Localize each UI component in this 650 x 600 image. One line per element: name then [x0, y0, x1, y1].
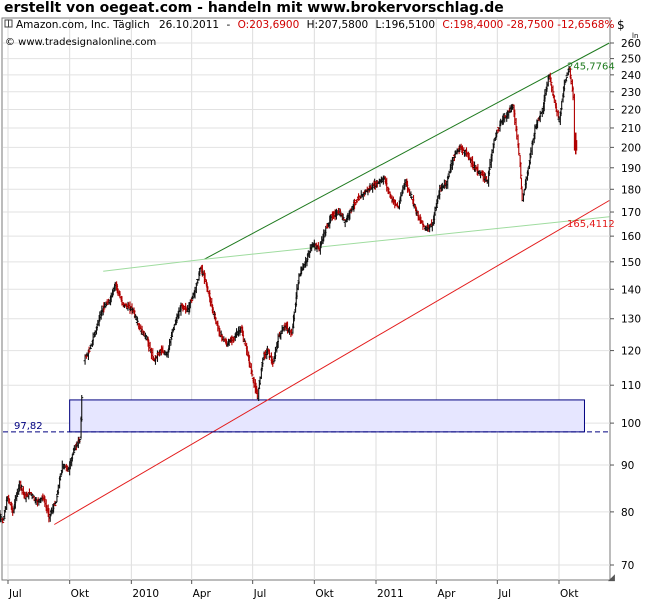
scroll-corner: ◢: [608, 573, 615, 583]
price-zones: [69, 399, 585, 433]
header-low: L:196,5100: [376, 19, 436, 31]
y-tick-label: 70: [621, 560, 634, 572]
x-tick-label: Jul: [253, 588, 267, 600]
currency-symbol: $: [617, 18, 625, 32]
header-date: 26.10.2011: [159, 19, 219, 31]
x-tick-label: Okt: [560, 588, 578, 600]
y-tick-label: 190: [621, 163, 641, 175]
svg-text:Amazon.com, Inc. Täglich: Amazon.com, Inc. Täglich 26.10.2011 - O:…: [16, 19, 614, 31]
upper-trend-label: 245,7764: [567, 61, 615, 72]
header-instrument: Amazon.com, Inc. Täglich: [16, 19, 150, 31]
trendline: [204, 42, 610, 260]
y-tick-label: 120: [621, 346, 641, 358]
support-zone: [69, 399, 585, 433]
y-tick-label: 90: [621, 460, 634, 472]
horizontal-lines: 97,82: [3, 421, 610, 433]
y-tick-label: 100: [621, 418, 641, 430]
x-tick-label: Apr: [193, 588, 212, 600]
y-tick-label: 210: [621, 123, 641, 135]
x-tick-label: Jul: [497, 588, 511, 600]
trendline: [103, 216, 610, 272]
y-tick-label: 260: [621, 38, 641, 50]
y-tick-label: 140: [621, 284, 641, 296]
y-gridlines: [3, 42, 610, 566]
plot-frame: [1, 17, 611, 581]
x-tick-label: Okt: [315, 588, 333, 600]
y-tick-label: 130: [621, 314, 641, 326]
x-tick-label: 2010: [132, 588, 159, 600]
y-tick-label: 180: [621, 184, 641, 196]
x-tick-label: 2011: [377, 588, 404, 600]
header-close-change: C:198,4000 -28,7500 -12,6568%: [442, 19, 614, 31]
x-tick-label: Okt: [71, 588, 89, 600]
y-tick-label: 110: [621, 380, 641, 392]
y-tick-label: 200: [621, 142, 641, 154]
x-axis: Jul Okt 2010 Apr Jul Okt 2011 Apr Jul Okt: [7, 580, 578, 600]
x-tick-label: Apr: [437, 588, 456, 600]
last-price-body: [574, 140, 578, 151]
x-tick-label: Jul: [8, 588, 22, 600]
trendlines: 245,7764 165,4112: [54, 42, 615, 525]
header-row: Amazon.com, Inc. Täglich 26.10.2011 - O:…: [4, 19, 614, 48]
y-tick-label: 240: [621, 70, 641, 82]
header-copyright: © www.tradesignalonline.com: [5, 37, 156, 48]
chart-banner: erstellt von oegeat.com - handeln mit ww…: [4, 0, 504, 16]
y-tick-label: 170: [621, 207, 641, 219]
scale-indicator: ln: [632, 32, 638, 40]
price-bars: [0, 65, 578, 524]
header-high: H:207,5800: [307, 19, 369, 31]
header-separator: -: [226, 19, 230, 31]
lower-trend-label: 165,4112: [567, 219, 615, 230]
y-tick-label: 230: [621, 87, 641, 99]
horizontal-level-label: 97,82: [14, 421, 43, 432]
y-tick-label: 160: [621, 231, 641, 243]
y-tick-label: 250: [621, 54, 641, 66]
y-axis: 70 80 90 100 110 120 130 140 150 160 170 180 190 200 2…: [610, 38, 641, 572]
y-tick-label: 150: [621, 257, 641, 269]
trendline: [54, 200, 610, 525]
y-tick-label: 220: [621, 104, 641, 116]
header-open: O:203,6900: [238, 19, 300, 31]
y-tick-label: 80: [621, 507, 634, 519]
